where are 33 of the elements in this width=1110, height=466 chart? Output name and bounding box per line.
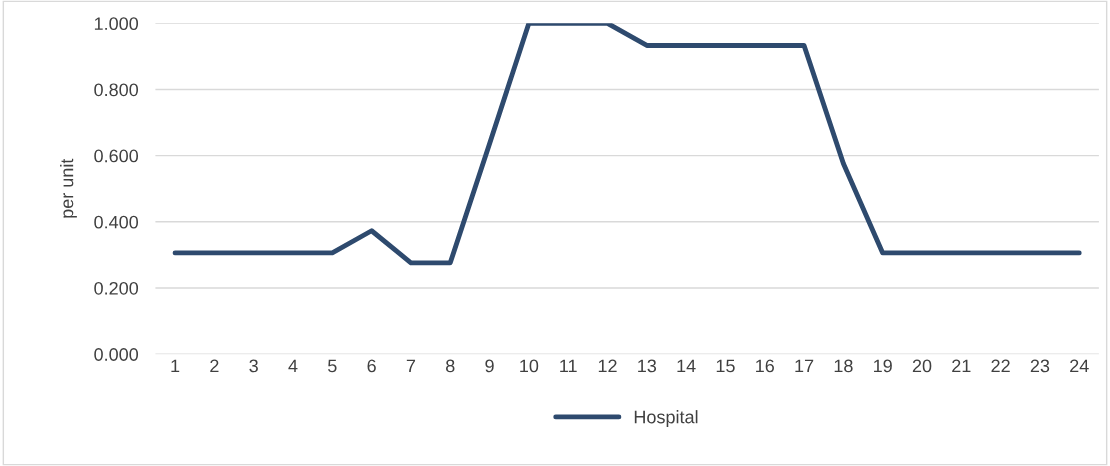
x-tick-label: 6 xyxy=(367,359,376,373)
x-tick-label: 19 xyxy=(874,359,892,373)
line-series xyxy=(172,23,1082,266)
x-tick-label: 18 xyxy=(834,359,853,373)
x-tick-label: 9 xyxy=(485,359,494,373)
x-tick-label: 13 xyxy=(638,359,657,373)
y-tick-label: 0.600 xyxy=(94,149,139,163)
y-tick-label: 0.800 xyxy=(94,83,139,97)
x-tick-label: 22 xyxy=(991,359,1010,373)
x-tick-label: 17 xyxy=(795,359,814,373)
x-tick-label: 15 xyxy=(716,359,735,373)
x-tick-label: 23 xyxy=(1030,359,1050,373)
y-tick-label: 0.000 xyxy=(94,348,139,361)
x-tick-label: 12 xyxy=(598,359,617,373)
x-tick-label: 24 xyxy=(1070,359,1089,373)
x-tick-label: 21 xyxy=(952,359,971,373)
x-tick-label: 5 xyxy=(328,359,337,373)
x-tick-label: 2 xyxy=(210,359,219,373)
x-tick-label: 7 xyxy=(406,359,416,373)
y-tick-label: 0.200 xyxy=(94,281,139,295)
y-tick-label: 1.000 xyxy=(94,17,139,31)
x-tick-label: 4 xyxy=(288,359,298,373)
x-tick-label: 8 xyxy=(446,359,455,373)
x-tick-label: 20 xyxy=(912,359,932,373)
x-tick-label: 11 xyxy=(560,359,577,373)
y-tick-label: 0.400 xyxy=(94,215,139,229)
x-tick-label: 14 xyxy=(677,359,696,373)
x-tick-label: 10 xyxy=(520,359,539,373)
x-tick-label: 3 xyxy=(249,359,258,373)
legend-label: Hospital xyxy=(634,410,698,427)
x-tick-label: 16 xyxy=(756,359,774,373)
y-axis-title: per unit xyxy=(60,158,77,218)
x-tick-label: 1 xyxy=(171,359,180,373)
